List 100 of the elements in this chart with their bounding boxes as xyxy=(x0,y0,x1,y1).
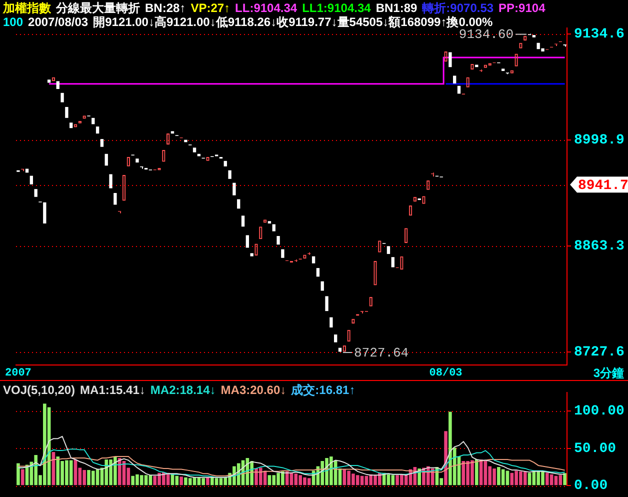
bar xyxy=(144,475,148,486)
chart-title: 加權指數 xyxy=(3,1,51,15)
y-tick-label: 8863.3 xyxy=(574,238,624,254)
text: BN:28↑ xyxy=(145,1,186,15)
text: PP:9104 xyxy=(498,1,546,15)
candlestick xyxy=(224,160,227,166)
candlestick xyxy=(316,268,320,277)
bar xyxy=(16,463,20,486)
candlestick xyxy=(386,246,390,254)
y-tick-label: 8727.6 xyxy=(574,344,624,361)
candlestick xyxy=(228,170,232,179)
bar xyxy=(20,469,24,486)
candlestick xyxy=(114,192,117,205)
bar xyxy=(175,476,179,486)
bar xyxy=(104,460,108,486)
candlestick xyxy=(312,256,316,264)
bar xyxy=(307,478,311,486)
candlestick xyxy=(281,249,284,258)
candlestick xyxy=(184,140,188,142)
bar xyxy=(294,474,298,486)
bar xyxy=(474,460,478,486)
candlestick xyxy=(43,202,46,224)
bar xyxy=(510,472,514,486)
candlestick xyxy=(448,52,452,68)
candlestick xyxy=(250,253,254,256)
bar xyxy=(506,470,510,486)
candlestick xyxy=(192,148,196,152)
candlestick xyxy=(104,154,108,166)
candlestick xyxy=(30,176,34,184)
bar xyxy=(140,475,144,486)
bar xyxy=(342,469,346,486)
bar xyxy=(188,478,192,486)
text: LL1:9104.34 xyxy=(302,1,371,15)
bar xyxy=(91,470,95,486)
bar xyxy=(272,475,276,486)
bar xyxy=(356,475,360,486)
bar xyxy=(258,468,262,486)
text: 3分鐘 xyxy=(593,366,624,380)
candlestick xyxy=(34,189,38,197)
annotation: 成交:16.81↑ xyxy=(291,383,356,397)
bar xyxy=(523,471,527,486)
bar xyxy=(69,460,73,486)
candlestick xyxy=(136,158,139,162)
candlestick xyxy=(457,86,461,94)
candlestick xyxy=(25,168,29,173)
text: 轉折:9070.53 xyxy=(422,1,494,15)
annotation: MA3:20.60↓ xyxy=(220,383,286,397)
candlestick xyxy=(241,216,245,227)
bar xyxy=(268,475,272,486)
bar xyxy=(501,469,505,486)
candlestick xyxy=(391,257,394,268)
bar xyxy=(153,476,157,486)
bar xyxy=(202,478,205,486)
candlestick xyxy=(70,122,73,128)
bar xyxy=(206,477,210,486)
candlestick xyxy=(276,236,280,245)
x-tick-label: 2007 xyxy=(5,367,32,380)
candlestick xyxy=(109,174,112,188)
bar xyxy=(180,476,183,486)
bar xyxy=(563,473,566,486)
candlestick xyxy=(65,106,68,118)
bar xyxy=(484,460,488,486)
annotation: 2007/08/03 xyxy=(28,15,88,29)
candlestick xyxy=(96,126,100,134)
annotation: 100 xyxy=(3,15,24,29)
y-tick-label: 50.00 xyxy=(574,440,616,457)
text: LL:9104.34 xyxy=(235,1,298,15)
y-tick-label: 9134.6 xyxy=(574,26,624,42)
candlestick xyxy=(56,81,60,89)
candlestick xyxy=(334,334,338,342)
bar xyxy=(497,466,500,486)
bar xyxy=(448,412,452,486)
candlestick xyxy=(320,281,324,291)
bar xyxy=(82,470,86,486)
annotation: MA2:18.14↓ xyxy=(150,383,216,397)
text: VP:27↑ xyxy=(190,1,230,15)
bar xyxy=(444,431,448,486)
candlestick xyxy=(330,317,333,328)
candlestick xyxy=(453,76,456,84)
candlestick xyxy=(237,199,240,209)
candlestick xyxy=(92,118,95,124)
bar xyxy=(546,472,549,486)
x-tick-label: 08/03 xyxy=(429,367,463,380)
bar xyxy=(214,478,218,486)
annotation: MA1:15.41↓ xyxy=(80,383,146,397)
candlestick xyxy=(501,68,505,72)
y-tick-label: 0.00 xyxy=(574,478,608,494)
candlestick xyxy=(475,64,478,68)
annotation: 9134.60 xyxy=(458,27,514,42)
bar xyxy=(56,456,60,486)
candlestick xyxy=(232,182,236,196)
annotation: 開9121.00↓高9121.00↓低9118.26↓收9119.77↓量54505↓額168099↑換0.00% xyxy=(93,15,493,29)
y-tick-label: 100.00 xyxy=(574,404,624,420)
chart-subtitle: 分線最大量轉折 xyxy=(56,1,140,15)
candlestick xyxy=(100,139,104,147)
text: BN1:89 xyxy=(376,1,418,15)
candlestick xyxy=(60,92,64,102)
bar xyxy=(219,478,223,486)
annotation: 8727.64 xyxy=(354,345,409,360)
chart-title: VOJ(5,10,20) xyxy=(3,383,76,397)
